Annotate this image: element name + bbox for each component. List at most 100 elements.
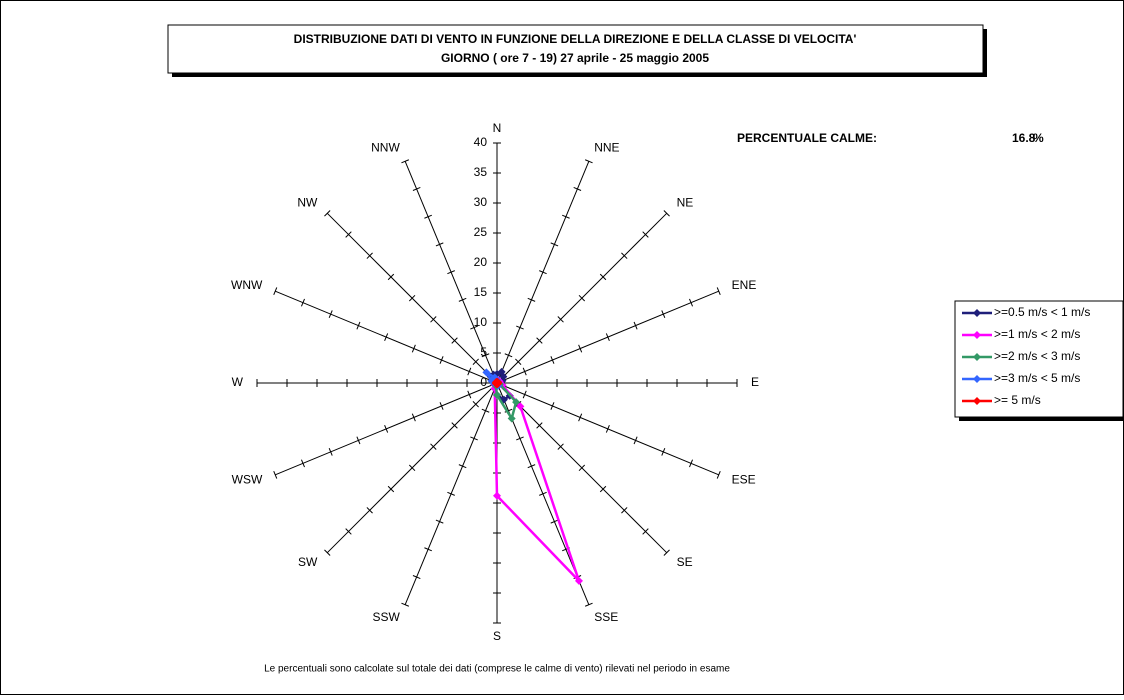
tick-mark	[273, 287, 278, 296]
legend-marker	[973, 375, 981, 383]
tick-mark	[689, 459, 694, 468]
direction-label: SW	[298, 555, 318, 569]
tick-mark	[539, 270, 547, 275]
tick-mark	[435, 519, 444, 524]
tick-mark	[447, 270, 455, 275]
tick-mark	[599, 273, 607, 281]
legend-marker	[973, 309, 981, 317]
calms-value: 16.8	[1012, 131, 1036, 145]
marker	[574, 576, 583, 585]
tick-mark	[621, 252, 628, 259]
tick-mark	[356, 321, 361, 330]
tick-mark	[661, 310, 666, 319]
tick-mark	[439, 356, 444, 364]
tick-mark	[605, 425, 610, 433]
marker	[493, 391, 501, 399]
tick-mark	[345, 528, 352, 535]
r-tick-label: 0	[480, 375, 487, 389]
tick-mark	[522, 367, 527, 376]
tick-mark	[430, 443, 437, 450]
legend-label: >= 5 m/s	[994, 393, 1041, 407]
tick-mark	[424, 547, 433, 552]
tick-mark	[408, 294, 416, 302]
direction-label: NNW	[371, 141, 400, 155]
direction-label: WSW	[232, 472, 263, 486]
tick-mark	[716, 470, 721, 479]
tick-mark	[550, 356, 555, 364]
tick-mark	[578, 294, 586, 302]
direction-label: W	[232, 375, 244, 389]
r-tick-label: 20	[474, 255, 488, 269]
tick-mark	[621, 507, 628, 514]
legend-marker	[973, 353, 981, 361]
tick-mark	[557, 316, 564, 323]
tick-mark	[439, 402, 444, 410]
tick-mark	[573, 186, 582, 191]
tick-mark	[689, 298, 694, 307]
calms-unit: %	[1033, 131, 1044, 145]
direction-label: NW	[297, 196, 318, 210]
tick-mark	[550, 242, 559, 247]
tick-mark	[536, 422, 543, 429]
tick-mark	[412, 575, 421, 580]
legend-marker	[973, 331, 981, 339]
footnote: Le percentuali sono calcolate sul totale…	[264, 664, 730, 675]
tick-mark	[481, 353, 490, 358]
tick-mark	[561, 214, 570, 219]
tick-mark	[516, 325, 524, 330]
tick-mark	[467, 390, 472, 399]
tick-mark	[605, 333, 610, 341]
tick-mark	[584, 602, 593, 607]
tick-mark	[472, 358, 479, 365]
tick-mark	[578, 344, 583, 353]
tick-mark	[550, 402, 555, 410]
chart-title: DISTRIBUZIONE DATI DI VENTO IN FUNZIONE …	[294, 32, 857, 46]
marker	[493, 491, 501, 500]
title-box	[167, 24, 984, 74]
tick-mark	[356, 436, 361, 445]
direction-label: ESE	[732, 472, 756, 486]
marker	[507, 414, 516, 423]
direction-label: SSE	[594, 610, 618, 624]
tick-mark	[504, 353, 513, 358]
tick-mark	[458, 297, 467, 302]
tick-mark	[527, 297, 536, 302]
direction-label: WNW	[231, 278, 263, 292]
legend-label: >=0.5 m/s < 1 m/s	[994, 305, 1090, 319]
r-tick-label: 35	[474, 165, 488, 179]
tick-mark	[716, 287, 721, 296]
r-tick-label: 25	[474, 225, 488, 239]
tick-mark	[599, 485, 607, 493]
direction-label: NNE	[594, 141, 619, 155]
tick-mark	[522, 390, 527, 399]
tick-mark	[430, 316, 437, 323]
tick-mark	[435, 242, 444, 247]
r-tick-label: 15	[474, 285, 488, 299]
direction-label: S	[493, 629, 501, 643]
tick-mark	[663, 210, 670, 217]
tick-mark	[366, 507, 373, 514]
tick-mark	[481, 408, 490, 413]
tick-mark	[447, 491, 455, 496]
tick-mark	[401, 602, 410, 607]
tick-mark	[539, 491, 547, 496]
legend-label: >=3 m/s < 5 m/s	[994, 371, 1080, 385]
legend-label: >=1 m/s < 2 m/s	[994, 327, 1080, 341]
r-tick-label: 5	[480, 345, 487, 359]
tick-mark	[584, 159, 593, 164]
direction-label: E	[751, 375, 759, 389]
direction-label: SSW	[372, 610, 400, 624]
tick-mark	[384, 333, 389, 341]
tick-mark	[633, 436, 638, 445]
tick-mark	[411, 413, 416, 422]
tick-mark	[527, 464, 536, 469]
tick-mark	[328, 447, 333, 456]
tick-mark	[515, 358, 522, 365]
tick-mark	[411, 344, 416, 353]
r-tick-label: 10	[474, 315, 488, 329]
tick-mark	[633, 321, 638, 330]
tick-mark	[661, 447, 666, 456]
direction-label: ENE	[732, 278, 757, 292]
tick-mark	[384, 425, 389, 433]
